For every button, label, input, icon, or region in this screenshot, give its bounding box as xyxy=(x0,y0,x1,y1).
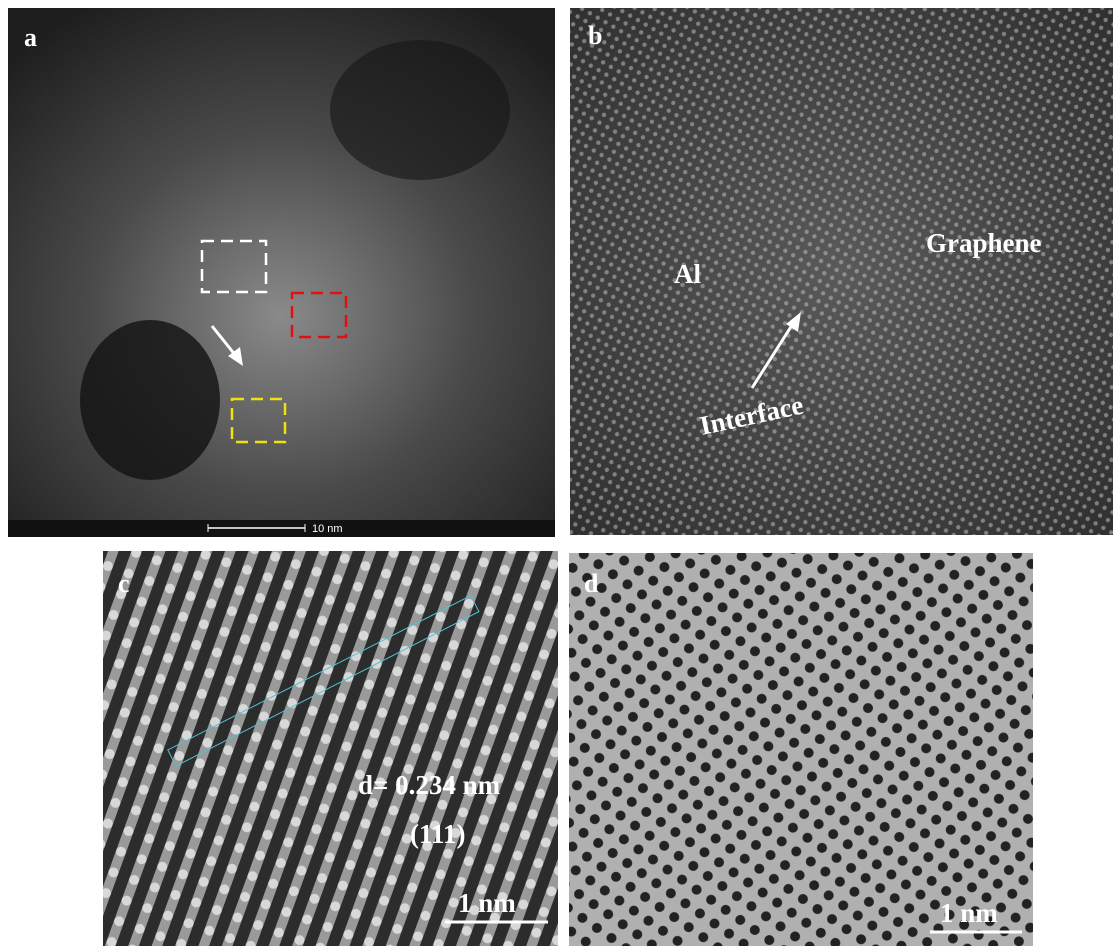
panel-label: c xyxy=(118,569,130,598)
panel-label: b xyxy=(588,21,602,50)
annotation: Al xyxy=(674,259,701,289)
tem-image xyxy=(569,553,1033,946)
scale-label: 1 nm xyxy=(458,888,516,918)
scale-label: 10 nm xyxy=(312,523,343,535)
dark-region xyxy=(330,40,510,180)
panel-label: d xyxy=(584,569,599,598)
panel-c: c d= 0.234 nm (111) 1 nm xyxy=(103,551,558,946)
figure: 10 nm a b Al Graphene Interface c d= 0.2… xyxy=(0,0,1113,946)
annotation: d= 0.234 nm xyxy=(358,770,501,800)
scale-label: 1 nm xyxy=(940,898,998,928)
annotation: (111) xyxy=(410,819,466,849)
panel-label: a xyxy=(24,23,37,52)
annotation: Graphene xyxy=(926,228,1042,258)
dark-region xyxy=(80,320,220,480)
panel-b: b Al Graphene Interface xyxy=(570,8,1113,535)
panel-a: 10 nm a xyxy=(8,8,555,537)
panel-d: d 1 nm xyxy=(569,553,1033,946)
lattice xyxy=(570,8,1113,535)
page: 10 nm a b Al Graphene Interface c d= 0.2… xyxy=(0,0,1113,946)
